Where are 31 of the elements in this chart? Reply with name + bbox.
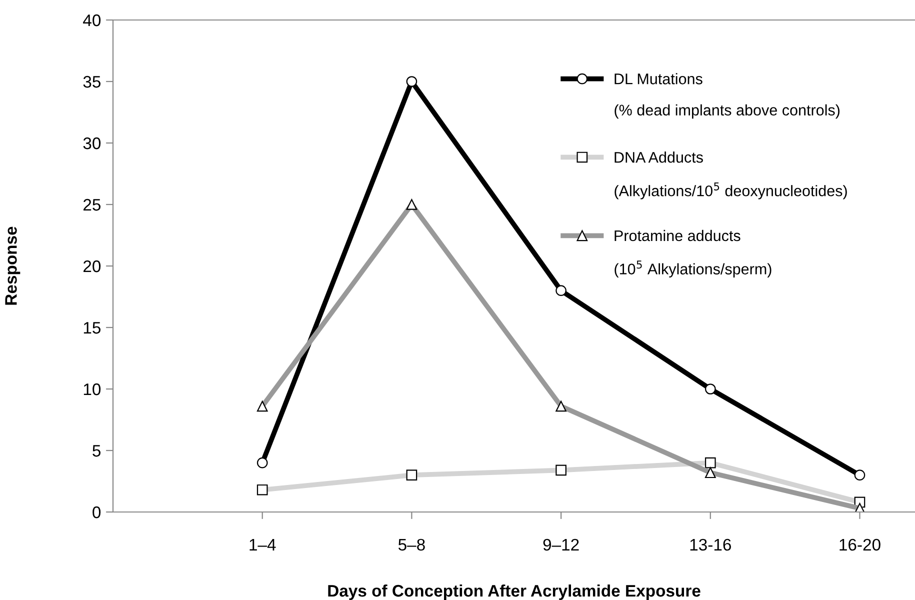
y-tick-label: 10 [84, 383, 101, 396]
y-axis-title: Response [5, 226, 20, 305]
y-tick-label: 20 [83, 260, 101, 272]
x-tick-label: 16-20 [840, 538, 880, 551]
point [256, 457, 268, 468]
point [556, 464, 566, 476]
legend-label: Protamine adducts [614, 230, 740, 242]
y-tick-label: 5 [92, 445, 100, 457]
x-tick-label: 1–4 [250, 539, 276, 550]
legend-label: DNA Adducts [614, 152, 703, 163]
y-tick-label: 35 [83, 76, 100, 88]
x-tick-label: 13-16 [690, 538, 731, 551]
legend-label: DL Mutations [614, 73, 702, 84]
point [854, 470, 866, 481]
annotation: (% dead implants above controls) [614, 104, 840, 119]
x-tick-label: 9–12 [543, 538, 579, 551]
annotation: (Alkylations/10$^{5}$ deoxynucleotides) [614, 182, 847, 200]
point [704, 384, 716, 394]
y-tick-label: 25 [83, 198, 100, 211]
x-tick-label: 5–8 [398, 538, 425, 551]
point [256, 484, 268, 496]
y-tick-label: 30 [83, 137, 101, 150]
point [556, 285, 566, 296]
point [406, 76, 418, 87]
y-tick-label: 15 [84, 322, 100, 334]
point [406, 470, 418, 481]
annotation: (10$^{5}$ Alkylations/sperm) [614, 260, 772, 278]
point [704, 457, 716, 468]
y-tick-label: 0 [92, 506, 101, 518]
x-axis-title: Days of Conception After Acrylamide Exposure [328, 584, 700, 600]
y-tick-label: 40 [83, 14, 101, 26]
